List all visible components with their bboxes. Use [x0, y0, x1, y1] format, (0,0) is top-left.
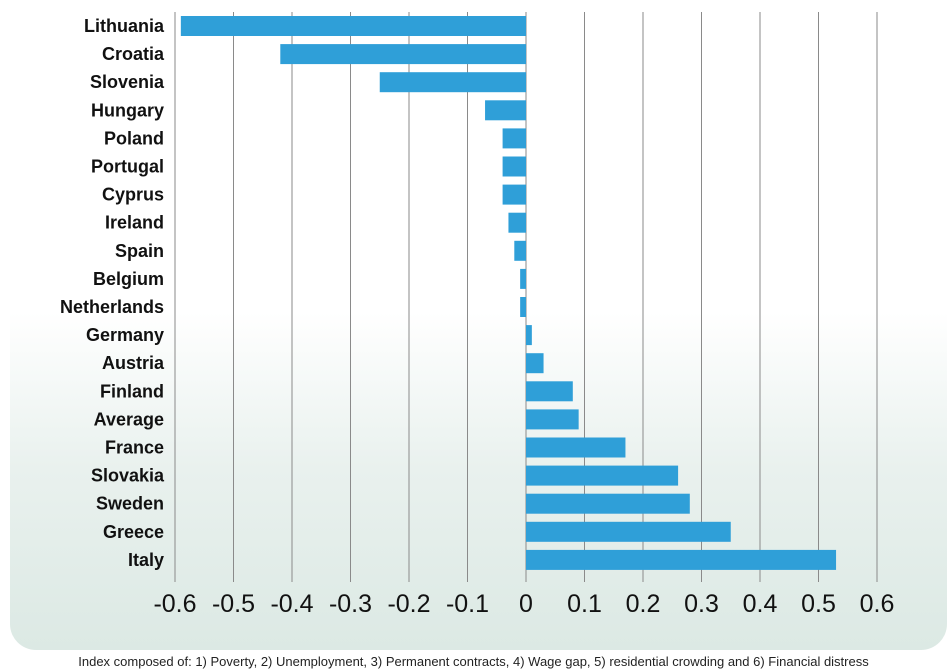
bar-sweden: [526, 493, 690, 514]
bar-average: [526, 409, 579, 430]
bar-finland: [526, 381, 573, 402]
x-tick-label: 0.5: [801, 590, 836, 618]
bar-slovakia: [526, 465, 679, 486]
x-tick-label: 0.1: [567, 590, 602, 618]
category-label-croatia: Croatia: [102, 44, 165, 64]
gridlines: [174, 12, 878, 582]
bar-france: [526, 437, 626, 458]
x-tick-label: -0.3: [329, 590, 372, 618]
bar-slovenia: [379, 72, 526, 93]
category-label-ireland: Ireland: [105, 213, 164, 233]
bar-spain: [514, 240, 526, 261]
category-labels: Lithuania Croatia Slovenia Hungary Poland Por…: [60, 16, 165, 570]
category-label-netherlands: Netherlands: [60, 297, 164, 317]
bar-hungary: [485, 100, 526, 121]
x-tick-label: 0.6: [860, 590, 895, 618]
x-tick-label: -0.4: [270, 590, 313, 618]
bar-italy: [526, 549, 837, 570]
category-label-finland: Finland: [100, 381, 164, 401]
bar-poland: [502, 128, 526, 149]
bar-croatia: [280, 44, 526, 65]
bar-ireland: [508, 212, 526, 233]
category-label-lithuania: Lithuania: [84, 16, 165, 36]
category-label-cyprus: Cyprus: [102, 185, 164, 205]
category-label-hungary: Hungary: [91, 100, 164, 120]
bar-belgium: [520, 268, 526, 289]
bar-greece: [526, 521, 731, 542]
bar-portugal: [502, 156, 526, 177]
category-label-belgium: Belgium: [93, 269, 164, 289]
x-tick-label: -0.5: [212, 590, 255, 618]
category-label-sweden: Sweden: [96, 494, 164, 514]
bar-lithuania: [180, 16, 526, 36]
category-label-slovenia: Slovenia: [90, 72, 165, 92]
bar-netherlands: [520, 297, 526, 317]
category-label-france: France: [105, 438, 164, 458]
category-label-portugal: Portugal: [91, 157, 164, 177]
category-label-slovakia: Slovakia: [91, 466, 165, 486]
bar-germany: [526, 325, 532, 346]
category-label-greece: Greece: [103, 522, 164, 542]
category-label-germany: Germany: [86, 325, 164, 345]
bar-austria: [526, 353, 544, 374]
x-tick-label: -0.6: [153, 590, 196, 618]
chart-panel: [10, 0, 947, 650]
x-tick-labels: -0.6 -0.5 -0.4 -0.3 -0.2 -0.1 0 0.1 0.2 0.3 0.4 0.5…: [153, 590, 894, 618]
bar-chart: Lithuania Croatia Slovenia Hungary Poland Por…: [60, 12, 894, 618]
x-tick-label: -0.2: [387, 590, 430, 618]
category-label-poland: Poland: [104, 128, 164, 148]
x-tick-label: 0.4: [743, 590, 778, 618]
x-tick-label: -0.1: [446, 590, 489, 618]
bar-cyprus: [502, 184, 526, 205]
category-label-spain: Spain: [115, 241, 164, 261]
category-label-austria: Austria: [102, 353, 165, 373]
category-label-italy: Italy: [128, 550, 164, 570]
category-label-average: Average: [94, 409, 164, 429]
x-tick-label: 0: [519, 590, 533, 618]
chart-caption: Index composed of: 1) Poverty, 2) Unempl…: [78, 654, 869, 669]
bars: [180, 16, 837, 570]
x-tick-label: 0.3: [684, 590, 719, 618]
x-tick-label: 0.2: [626, 590, 661, 618]
